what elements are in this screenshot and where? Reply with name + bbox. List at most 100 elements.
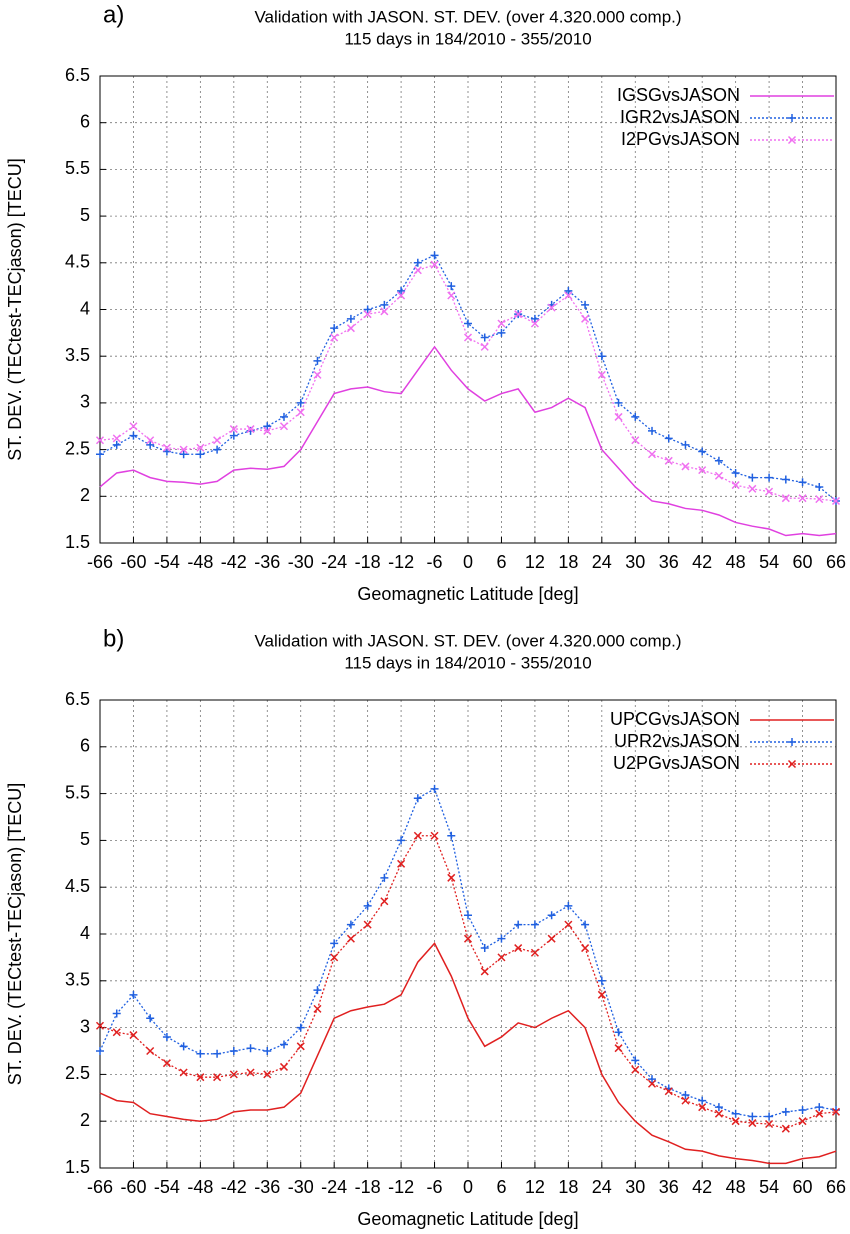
marker: [146, 436, 155, 445]
marker: [815, 482, 824, 491]
marker: [547, 303, 556, 312]
y-tick-label: 5.5: [65, 158, 90, 178]
y-tick-label: 6: [80, 111, 90, 131]
series-line: [99, 835, 837, 1130]
x-tick-label: 36: [659, 1177, 679, 1197]
marker: [296, 1023, 305, 1032]
marker: [263, 422, 272, 431]
marker: [714, 456, 723, 465]
marker: [681, 1090, 690, 1099]
marker: [815, 1103, 824, 1112]
marker: [480, 342, 489, 351]
marker: [781, 1107, 790, 1116]
marker: [731, 1109, 740, 1118]
y-axis-label: ST. DEV. (TECtest-TECjason) [TECU]: [5, 783, 25, 1085]
x-tick-label: 54: [759, 1177, 779, 1197]
marker: [447, 873, 456, 882]
legend-label: UPCGvsJASON: [610, 709, 740, 729]
marker: [831, 1107, 841, 1116]
marker: [581, 920, 590, 929]
x-tick-label: -24: [321, 552, 347, 572]
marker: [564, 286, 573, 295]
marker: [146, 1014, 155, 1023]
legend-marker: [787, 759, 797, 769]
marker: [296, 1042, 305, 1051]
x-tick-label: -18: [355, 552, 381, 572]
marker: [447, 282, 456, 291]
x-tick-label: 12: [525, 1177, 545, 1197]
marker: [614, 412, 623, 421]
x-tick-label: -42: [221, 552, 247, 572]
x-tick-label: -48: [187, 1177, 213, 1197]
marker: [647, 1079, 657, 1088]
marker: [530, 314, 539, 323]
marker: [781, 1124, 790, 1133]
x-tick-label: 30: [625, 552, 645, 572]
legend-marker-shape: [788, 738, 796, 746]
marker: [597, 990, 606, 999]
marker: [430, 831, 439, 840]
legend-marker-shape: [787, 759, 797, 769]
marker: [213, 1073, 222, 1082]
x-tick-label: 30: [625, 1177, 645, 1197]
y-tick-label: 4.5: [65, 876, 90, 896]
legend-label: I2PGvsJASON: [621, 129, 740, 149]
legend-label: IGR2vsJASON: [620, 107, 740, 127]
marker: [464, 911, 472, 920]
marker: [397, 286, 406, 295]
chart-subtitle: 115 days in 184/2010 - 355/2010: [344, 653, 591, 672]
marker: [731, 468, 740, 477]
marker: [179, 450, 188, 459]
panel-label: a): [103, 1, 124, 28]
marker: [112, 1028, 121, 1037]
marker: [330, 939, 339, 948]
marker: [564, 291, 573, 300]
marker: [330, 953, 339, 962]
marker: [748, 1112, 757, 1121]
legend-label: U2PGvsJASON: [613, 753, 740, 773]
marker: [581, 300, 590, 309]
x-tick-label: -30: [288, 552, 314, 572]
marker: [213, 445, 222, 454]
marker: [497, 934, 506, 943]
marker: [279, 422, 289, 431]
marker: [413, 794, 422, 803]
marker: [96, 450, 104, 459]
marker: [430, 251, 439, 260]
y-tick-label: 6.5: [65, 689, 90, 709]
marker: [664, 456, 673, 465]
marker: [748, 1119, 757, 1128]
marker: [129, 422, 138, 431]
marker: [129, 1031, 138, 1040]
marker: [95, 436, 105, 445]
marker: [263, 1047, 272, 1055]
y-tick-label: 2: [80, 1110, 90, 1130]
x-tick-label: -60: [120, 1177, 146, 1197]
x-tick-label: 60: [793, 552, 813, 572]
marker: [263, 426, 272, 435]
marker: [95, 1021, 105, 1030]
x-tick-label: -66: [87, 552, 113, 572]
y-tick-label: 4: [80, 923, 90, 943]
marker: [748, 473, 757, 482]
marker: [664, 1087, 673, 1096]
marker: [346, 934, 355, 943]
marker: [313, 986, 322, 995]
marker: [229, 425, 238, 434]
marker: [547, 934, 556, 943]
marker: [530, 920, 539, 929]
marker: [146, 1046, 155, 1056]
plot-frame: [99, 75, 837, 544]
x-tick-label: -54: [154, 552, 180, 572]
marker: [196, 1073, 205, 1082]
x-tick-label: 18: [558, 552, 578, 572]
marker: [229, 1070, 238, 1079]
marker: [765, 1119, 774, 1129]
marker: [815, 495, 824, 504]
x-tick-label: 36: [659, 552, 679, 572]
marker: [798, 1105, 807, 1114]
marker: [614, 1028, 623, 1037]
marker: [162, 1059, 171, 1068]
marker: [129, 990, 138, 999]
marker: [196, 450, 205, 459]
